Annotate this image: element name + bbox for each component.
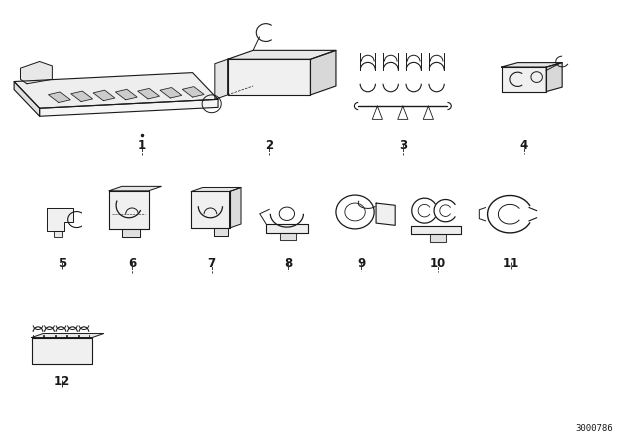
Text: 9: 9 (357, 258, 365, 271)
Polygon shape (182, 86, 204, 97)
Polygon shape (411, 226, 461, 234)
Polygon shape (109, 186, 161, 191)
Polygon shape (191, 188, 241, 191)
Polygon shape (109, 191, 148, 228)
Text: 2: 2 (265, 139, 273, 152)
Polygon shape (228, 50, 336, 59)
Text: 12: 12 (54, 375, 70, 388)
Text: 3: 3 (399, 139, 407, 152)
Polygon shape (14, 73, 218, 108)
Polygon shape (47, 208, 73, 231)
Polygon shape (266, 224, 308, 233)
Polygon shape (502, 67, 546, 91)
Polygon shape (49, 92, 70, 103)
Polygon shape (115, 89, 137, 100)
Polygon shape (228, 59, 310, 95)
Polygon shape (31, 337, 92, 364)
Polygon shape (376, 203, 395, 225)
Polygon shape (54, 231, 62, 237)
Polygon shape (71, 91, 93, 102)
Polygon shape (93, 90, 115, 101)
Polygon shape (546, 63, 562, 91)
Polygon shape (230, 188, 241, 228)
Text: 4: 4 (520, 139, 528, 152)
Polygon shape (20, 61, 52, 84)
Text: 10: 10 (430, 258, 446, 271)
Polygon shape (14, 82, 40, 116)
Polygon shape (280, 233, 296, 241)
Polygon shape (40, 99, 218, 116)
Polygon shape (502, 63, 562, 67)
Polygon shape (138, 88, 159, 99)
Text: 8: 8 (284, 258, 292, 271)
Polygon shape (160, 87, 182, 98)
Polygon shape (429, 234, 445, 242)
Text: 6: 6 (128, 258, 136, 271)
Polygon shape (31, 333, 104, 337)
Polygon shape (122, 228, 140, 237)
Polygon shape (310, 50, 336, 95)
Polygon shape (214, 228, 228, 236)
Polygon shape (191, 191, 230, 228)
Polygon shape (215, 59, 228, 99)
Text: 11: 11 (503, 258, 519, 271)
Text: 1: 1 (138, 139, 146, 152)
Text: 3000786: 3000786 (575, 424, 613, 433)
Text: 7: 7 (207, 258, 216, 271)
Text: 5: 5 (58, 258, 66, 271)
